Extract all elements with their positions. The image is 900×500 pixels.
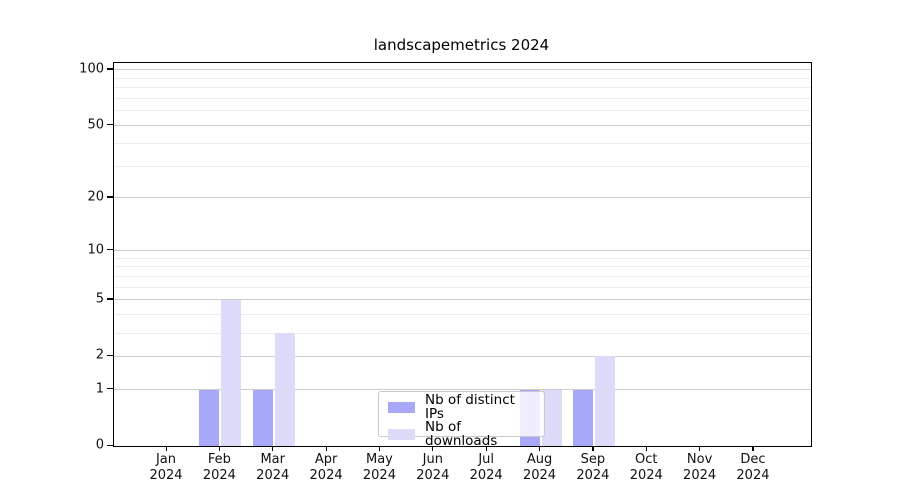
- minor-gridline: [114, 276, 811, 278]
- x-tick-label: Dec 2024: [736, 452, 770, 483]
- x-tick-mark: [592, 446, 594, 451]
- x-tick-label: Jun 2024: [416, 452, 450, 483]
- minor-gridline: [114, 98, 811, 100]
- legend: Nb of distinct IPs Nb of downloads: [378, 391, 545, 447]
- legend-swatch-distinct-ips: [388, 402, 415, 413]
- y-tick-mark: [107, 388, 113, 390]
- chart-title: landscapemetrics 2024: [373, 36, 550, 54]
- legend-swatch-downloads: [388, 429, 415, 440]
- x-tick-mark: [325, 446, 327, 451]
- bar-distinct-ips-sep: [572, 389, 593, 446]
- y-tick-label: 100: [79, 61, 104, 77]
- major-gridline: [114, 299, 811, 301]
- x-tick-mark: [432, 446, 434, 451]
- bar-downloads-feb: [221, 299, 242, 446]
- y-tick-label: 5: [95, 291, 104, 307]
- major-gridline: [114, 125, 811, 127]
- x-tick-mark: [645, 446, 647, 451]
- x-tick-mark: [485, 446, 487, 451]
- bar-downloads-aug: [541, 389, 562, 446]
- major-gridline: [114, 197, 811, 199]
- legend-label-distinct-ips: Nb of distinct IPs: [425, 392, 515, 422]
- bar-downloads-mar: [274, 333, 295, 446]
- x-tick-label: Feb 2024: [202, 452, 236, 483]
- minor-gridline: [114, 332, 811, 334]
- x-tick-mark: [699, 446, 701, 451]
- bar-distinct-ips-feb: [199, 389, 220, 446]
- x-tick-label: Jan 2024: [149, 452, 183, 483]
- bar-distinct-ips-mar: [252, 389, 273, 446]
- x-tick-mark: [752, 446, 754, 451]
- y-tick-mark: [107, 354, 113, 357]
- x-tick-label: May 2024: [362, 452, 396, 483]
- major-gridline: [114, 69, 811, 71]
- y-tick-label: 50: [87, 117, 104, 133]
- y-tick-mark: [107, 298, 113, 300]
- plot-area: [113, 62, 812, 447]
- x-tick-label: Mar 2024: [256, 452, 290, 483]
- x-tick-mark: [539, 446, 541, 451]
- bar-downloads-sep: [594, 356, 615, 446]
- minor-gridline: [114, 77, 811, 79]
- x-tick-mark: [165, 446, 167, 451]
- y-tick-mark: [107, 124, 113, 126]
- minor-gridline: [114, 142, 811, 144]
- x-tick-label: Sep 2024: [576, 452, 610, 483]
- y-tick-label: 10: [87, 242, 104, 258]
- minor-gridline: [114, 87, 811, 89]
- minor-gridline: [114, 257, 811, 259]
- y-tick-label: 20: [87, 189, 104, 205]
- minor-gridline: [114, 314, 811, 316]
- x-tick-label: Oct 2024: [629, 452, 663, 483]
- legend-item-downloads: Nb of downloads: [388, 419, 535, 449]
- minor-gridline: [114, 266, 811, 268]
- x-tick-label: Apr 2024: [309, 452, 343, 483]
- x-tick-label: Aug 2024: [522, 452, 557, 483]
- y-tick-mark: [107, 196, 113, 198]
- y-tick-label: 2: [95, 347, 104, 363]
- x-tick-mark: [272, 446, 274, 451]
- minor-gridline: [114, 110, 811, 112]
- x-tick-label: Jul 2024: [469, 452, 503, 483]
- minor-gridline: [114, 286, 811, 288]
- major-gridline: [114, 250, 811, 252]
- legend-label-downloads: Nb of downloads: [425, 419, 498, 449]
- y-tick-mark: [107, 68, 113, 70]
- y-tick-mark: [107, 444, 113, 446]
- major-gridline: [114, 389, 811, 390]
- x-tick-mark: [378, 446, 381, 451]
- y-tick-label: 0: [95, 437, 104, 453]
- y-tick-label: 1: [95, 381, 104, 396]
- legend-item-distinct-ips: Nb of distinct IPs: [388, 392, 535, 422]
- x-tick-label: Nov 2024: [683, 452, 717, 483]
- major-gridline: [114, 355, 811, 357]
- x-tick-mark: [218, 446, 221, 451]
- y-tick-mark: [107, 249, 113, 251]
- minor-gridline: [114, 165, 811, 167]
